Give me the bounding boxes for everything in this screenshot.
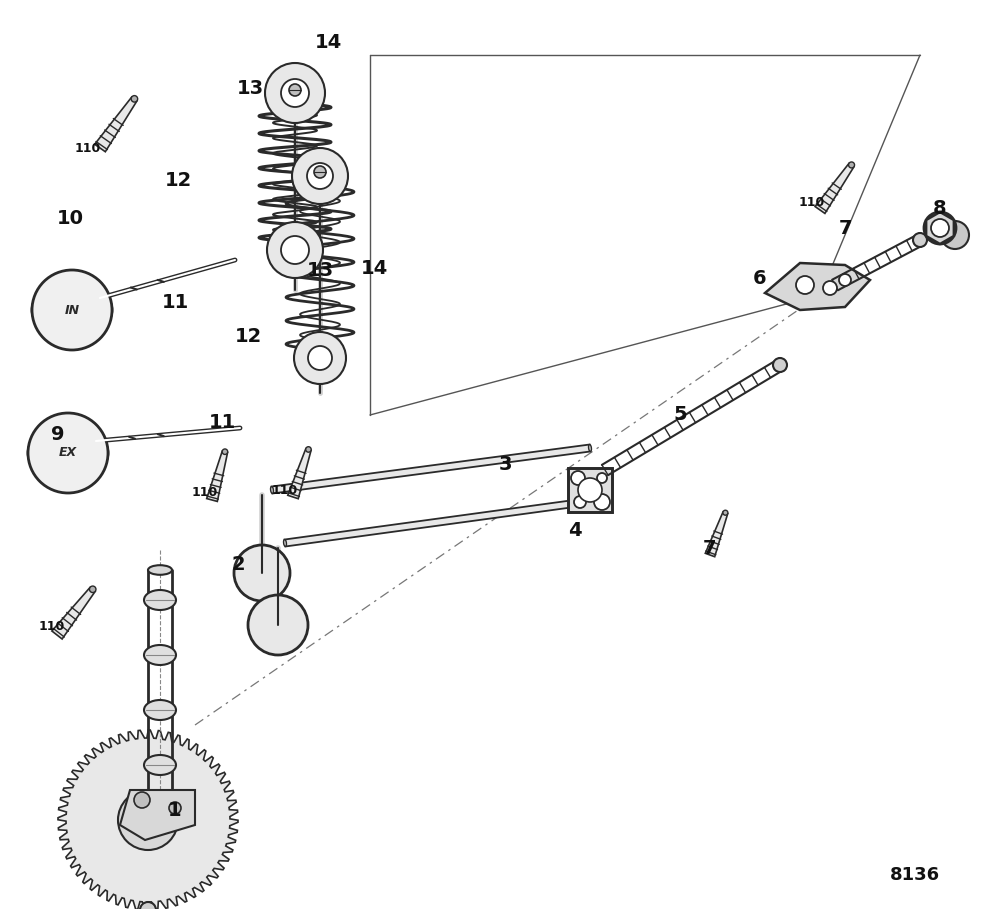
Text: 12: 12 (234, 327, 262, 346)
Text: 11: 11 (208, 414, 236, 433)
Text: 1: 1 (168, 801, 182, 820)
Circle shape (289, 84, 301, 96)
Ellipse shape (599, 496, 601, 504)
Circle shape (723, 510, 728, 515)
Circle shape (571, 471, 585, 485)
Text: 5: 5 (673, 405, 687, 425)
Circle shape (307, 163, 333, 189)
Text: 6: 6 (753, 268, 767, 287)
Text: 11: 11 (161, 294, 189, 313)
Polygon shape (568, 468, 612, 512)
Circle shape (281, 236, 309, 264)
Polygon shape (705, 512, 728, 556)
Circle shape (294, 332, 346, 384)
Circle shape (140, 902, 156, 909)
Text: 110: 110 (192, 485, 218, 498)
Circle shape (913, 233, 927, 247)
Circle shape (574, 496, 586, 508)
Circle shape (594, 494, 610, 510)
Polygon shape (95, 97, 137, 152)
Circle shape (931, 219, 949, 237)
Text: 10: 10 (56, 208, 84, 227)
Text: 8: 8 (933, 198, 947, 217)
Ellipse shape (284, 540, 286, 546)
Ellipse shape (144, 700, 176, 720)
Text: 7: 7 (838, 218, 852, 237)
Text: 2: 2 (231, 555, 245, 574)
Polygon shape (285, 496, 600, 546)
Circle shape (941, 221, 969, 249)
Circle shape (118, 790, 178, 850)
Circle shape (267, 222, 323, 278)
Polygon shape (815, 164, 854, 214)
Polygon shape (272, 445, 590, 494)
Polygon shape (120, 790, 195, 840)
Ellipse shape (28, 426, 108, 480)
Circle shape (169, 802, 181, 814)
Ellipse shape (144, 645, 176, 665)
Polygon shape (765, 263, 870, 310)
Text: 110: 110 (799, 195, 825, 208)
Polygon shape (207, 451, 228, 502)
Polygon shape (926, 212, 954, 244)
Circle shape (849, 162, 855, 168)
Text: 3: 3 (498, 455, 512, 474)
Text: 14: 14 (360, 258, 388, 277)
Circle shape (32, 270, 112, 350)
Circle shape (234, 545, 290, 601)
Polygon shape (58, 730, 238, 909)
Ellipse shape (144, 755, 176, 775)
Ellipse shape (32, 283, 112, 337)
Circle shape (222, 449, 228, 454)
Circle shape (306, 446, 311, 452)
Circle shape (839, 274, 851, 286)
Text: 9: 9 (51, 425, 65, 445)
Text: 13: 13 (236, 78, 264, 97)
Text: 12: 12 (164, 171, 192, 189)
Circle shape (823, 281, 837, 295)
Circle shape (578, 478, 602, 502)
Ellipse shape (271, 486, 273, 494)
Circle shape (597, 473, 607, 483)
Text: 7: 7 (703, 538, 717, 557)
Text: 110: 110 (39, 621, 65, 634)
Text: 13: 13 (306, 261, 334, 279)
Circle shape (133, 805, 163, 835)
Circle shape (265, 63, 325, 123)
Circle shape (292, 148, 348, 204)
Circle shape (134, 792, 150, 808)
Circle shape (248, 595, 308, 655)
Circle shape (131, 95, 138, 102)
Text: IN: IN (64, 304, 80, 316)
Text: 110: 110 (75, 142, 101, 155)
Ellipse shape (148, 565, 172, 574)
Circle shape (308, 346, 332, 370)
Circle shape (89, 586, 96, 593)
Circle shape (924, 212, 956, 244)
Text: 14: 14 (314, 33, 342, 52)
Text: 8136: 8136 (890, 866, 940, 884)
Polygon shape (52, 587, 95, 639)
Circle shape (281, 79, 309, 107)
Circle shape (773, 358, 787, 372)
Ellipse shape (589, 445, 591, 452)
Text: 4: 4 (568, 521, 582, 540)
Text: 110: 110 (272, 484, 298, 496)
Ellipse shape (144, 590, 176, 610)
Circle shape (796, 276, 814, 294)
Circle shape (314, 166, 326, 178)
Polygon shape (288, 449, 311, 499)
Text: EX: EX (59, 446, 77, 460)
Circle shape (28, 413, 108, 493)
